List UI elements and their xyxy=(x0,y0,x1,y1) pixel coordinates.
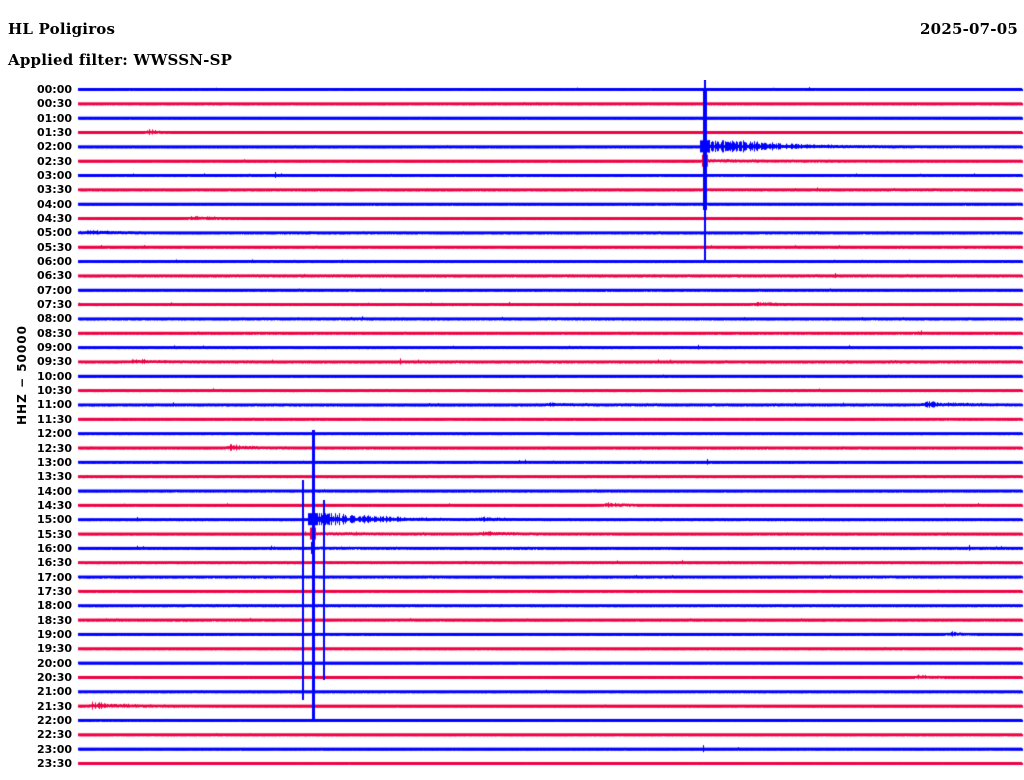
seismogram-traces xyxy=(0,80,1024,780)
record-date: 2025-07-05 xyxy=(920,20,1018,38)
station-title: HL Poligiros xyxy=(8,20,116,38)
applied-filter-label: Applied filter: WWSSN-SP xyxy=(8,51,233,69)
seismogram-plot-area: 00:00 00:30 01:00 01:30 02:00 02:30 03:00 03:30… xyxy=(0,80,1024,780)
